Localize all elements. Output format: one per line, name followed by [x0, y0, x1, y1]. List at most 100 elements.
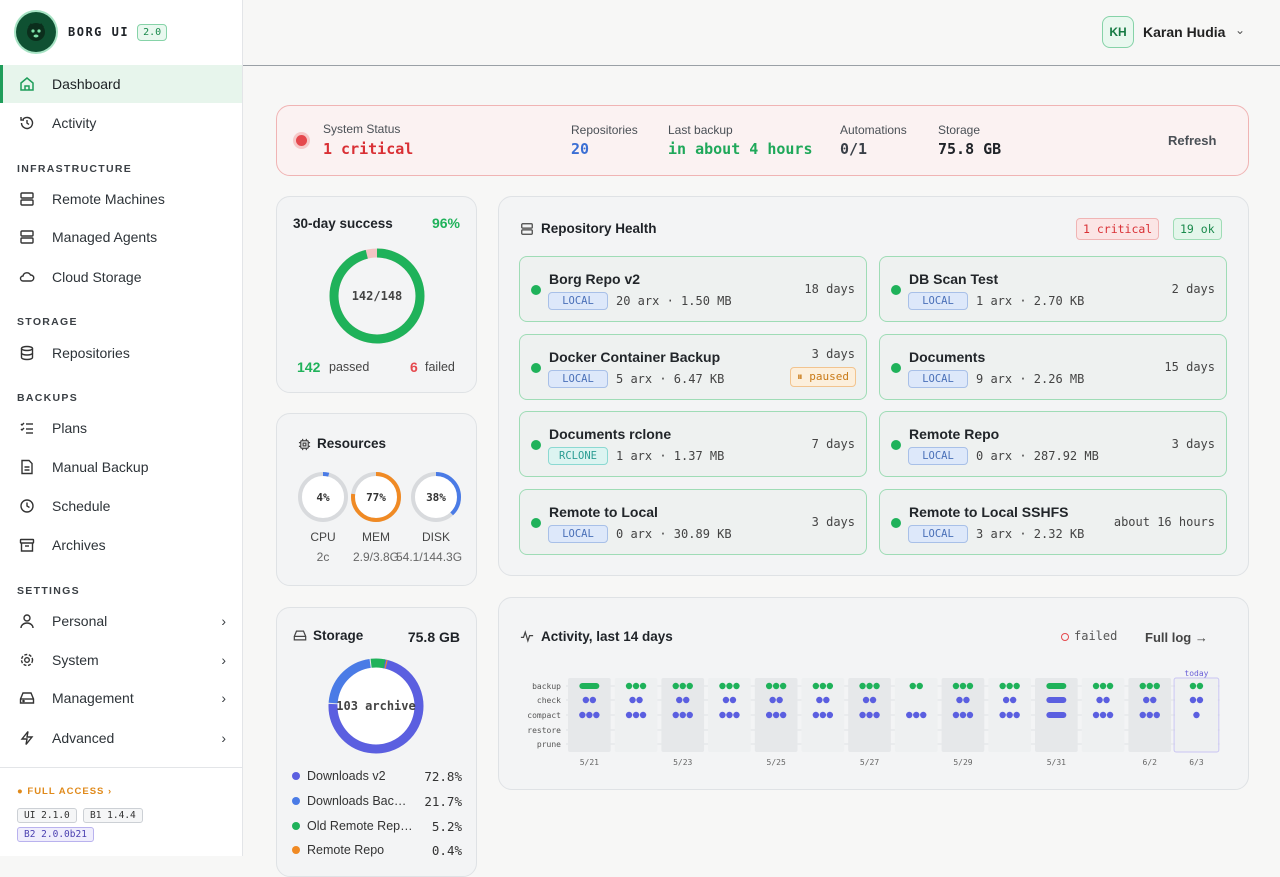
backup-dot — [772, 682, 780, 690]
avatar[interactable]: KH — [1102, 16, 1134, 48]
hard-drive-icon — [293, 629, 307, 647]
legend-name: Downloads v2 — [307, 769, 386, 783]
backup-dot — [679, 682, 686, 690]
chevron-right-icon: › — [221, 613, 226, 629]
donut-slice — [328, 658, 424, 754]
repo-type-badge: LOCAL — [548, 370, 608, 388]
backup-dot — [719, 682, 726, 690]
date-tick: 5/29 — [953, 758, 972, 767]
mem-sub: 2.9/3.8G — [352, 550, 400, 564]
sidebar-item-advanced[interactable]: Advanced › — [0, 719, 242, 757]
check-dot — [1150, 696, 1157, 704]
backup-dot — [1146, 682, 1153, 690]
legend-name: Downloads Bac… — [307, 794, 407, 808]
sidebar-item-system[interactable]: System › — [0, 641, 242, 679]
resources-card: Resources 4% 77% 38% CPU MEM DISK 2c 2.9/3… — [276, 413, 477, 586]
gauge-arc — [411, 472, 461, 522]
storage-title: Storage — [313, 628, 364, 643]
backup-dot — [1106, 682, 1114, 690]
repo-name: Remote to Local SSHFS — [909, 504, 1069, 520]
success-ring — [329, 248, 425, 344]
check-dot — [1143, 696, 1150, 704]
backup-dot — [1139, 682, 1146, 690]
ok-badge[interactable]: 19 ok — [1173, 218, 1222, 240]
repo-age: 3 days — [1171, 437, 1215, 451]
repo-card[interactable]: Docker Container Backup LOCAL 5 arx · 6.… — [519, 334, 867, 400]
repo-age: 2 days — [1171, 282, 1215, 296]
sidebar-item-repositories[interactable]: Repositories — [0, 334, 242, 372]
chevron-right-icon: › — [221, 652, 226, 668]
activity-row-label: backup — [532, 682, 561, 691]
access-level[interactable]: ● FULL ACCESS › — [17, 786, 113, 797]
server-icon — [520, 222, 534, 241]
sidebar-item-label: Cloud Storage — [52, 269, 142, 285]
storage-card: Storage 75.8 GB 103 archive — [276, 607, 477, 877]
repo-card[interactable]: Remote to Local LOCAL 0 arx · 30.89 KB 3… — [519, 489, 867, 555]
compact-dot — [1106, 711, 1114, 719]
sidebar-item-label: Advanced — [52, 730, 115, 746]
donut-slice — [328, 658, 424, 754]
sidebar-item-archives[interactable]: Archives — [0, 526, 242, 564]
status-dot-icon — [891, 440, 901, 450]
success-percent: 96% — [431, 215, 460, 231]
sidebar-item-dashboard[interactable]: Dashboard — [0, 65, 242, 103]
repo-card[interactable]: Remote Repo LOCAL 0 arx · 287.92 MB 3 da… — [879, 411, 1227, 477]
cpu-label: CPU — [310, 530, 336, 544]
brand[interactable]: BORG UI 2.0 — [16, 12, 168, 52]
user-name[interactable]: Karan Hudia — [1143, 24, 1226, 40]
sidebar-item-label: System — [52, 652, 99, 668]
gauge-value: 77% — [366, 491, 386, 504]
repo-card[interactable]: Documents rclone RCLONE 1 arx · 1.37 MB … — [519, 411, 867, 477]
sidebar-item-plans[interactable]: Plans — [0, 409, 242, 447]
legend-pct: 72.8% — [424, 768, 462, 784]
repo-card[interactable]: DB Scan Test LOCAL 1 arx · 2.70 KB 2 day… — [879, 256, 1227, 322]
repositories-label: Repositories — [571, 123, 638, 137]
repo-card[interactable]: Borg Repo v2 LOCAL 20 arx · 1.50 MB 18 d… — [519, 256, 867, 322]
resource-gauges: 4% 77% 38% — [298, 472, 461, 522]
full-log-link[interactable]: Full log → — [1145, 630, 1208, 645]
backup-dot — [826, 682, 834, 690]
sidebar-item-schedule[interactable]: Schedule — [0, 487, 242, 525]
backup-dot — [1013, 682, 1020, 690]
storage-legend-item: Downloads v2 72.8% — [292, 768, 462, 784]
legend-dot — [292, 822, 300, 830]
sidebar-item-activity[interactable]: Activity — [0, 104, 242, 142]
cpu-sub: 2c — [316, 550, 330, 564]
backup-dot — [999, 682, 1006, 690]
chevron-down-icon[interactable]: ⌄ — [1235, 23, 1246, 37]
sidebar-item-cloud-storage[interactable]: Cloud Storage — [0, 258, 242, 296]
success-arc — [329, 248, 425, 344]
activity-row-label: check — [537, 696, 561, 705]
failed-count: 6 — [410, 359, 418, 375]
repo-type-badge: LOCAL — [908, 447, 968, 465]
sidebar: BORG UI 2.0 Dashboard Activity INFRASTRU… — [0, 0, 243, 856]
legend-dot — [292, 846, 300, 854]
backup-dot — [859, 682, 866, 690]
backup-dot — [672, 682, 679, 690]
sidebar-item-managed-agents[interactable]: Managed Agents — [0, 218, 242, 256]
database-icon — [18, 344, 36, 362]
status-dot-icon — [531, 440, 541, 450]
last-backup-label: Last backup — [668, 123, 733, 137]
backup-dot — [765, 682, 773, 690]
repo-card[interactable]: Remote to Local SSHFS LOCAL 3 arx · 2.32… — [879, 489, 1227, 555]
compact-dot — [866, 711, 873, 719]
sidebar-item-personal[interactable]: Personal › — [0, 602, 242, 640]
gauge-value: 4% — [316, 491, 330, 504]
storage-label: Storage — [938, 123, 981, 137]
repo-meta: 3 arx · 2.32 KB — [976, 527, 1085, 541]
sidebar-item-label: Remote Machines — [52, 191, 165, 207]
sidebar-item-management[interactable]: Management › — [0, 679, 242, 717]
sidebar-item-remote-machines[interactable]: Remote Machines — [0, 180, 242, 218]
compact-dot — [672, 711, 679, 719]
compact-dot — [772, 711, 780, 719]
check-dot — [963, 696, 970, 704]
refresh-button[interactable]: Refresh — [1168, 133, 1217, 148]
sidebar-item-manual-backup[interactable]: Manual Backup — [0, 448, 242, 486]
b1-version-chip: B1 1.4.4 — [83, 808, 143, 823]
gauge-arc — [351, 472, 401, 522]
repo-card[interactable]: Documents LOCAL 9 arx · 2.26 MB 15 days — [879, 334, 1227, 400]
checklist-icon — [18, 419, 36, 437]
critical-badge[interactable]: 1 critical — [1076, 218, 1160, 240]
legend-pct: 21.7% — [424, 793, 462, 809]
